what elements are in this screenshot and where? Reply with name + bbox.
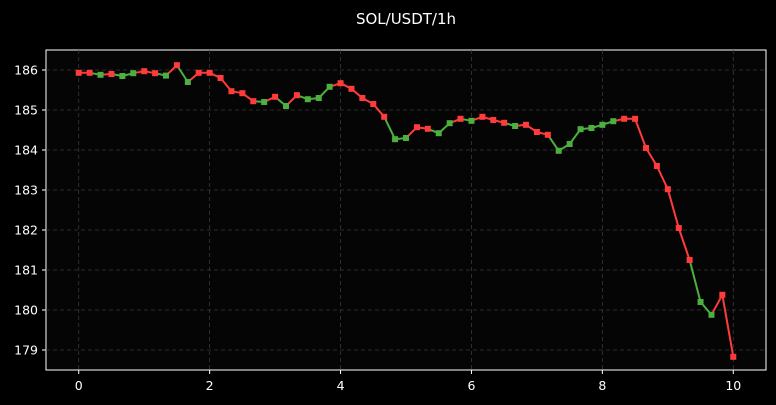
data-point	[653, 163, 660, 169]
data-point	[512, 123, 519, 129]
data-point	[577, 126, 584, 133]
data-point	[708, 311, 715, 318]
data-point	[544, 131, 551, 138]
data-point	[697, 299, 704, 305]
line-segment	[721, 293, 735, 358]
data-point	[501, 119, 508, 126]
grid	[46, 50, 766, 370]
data-point	[392, 136, 399, 143]
data-point	[108, 71, 115, 77]
data-point	[490, 117, 497, 123]
data-point	[632, 115, 639, 122]
data-point	[195, 69, 202, 76]
data-point	[675, 225, 682, 231]
line-segment	[655, 165, 669, 191]
data-point	[119, 73, 126, 79]
data-point	[370, 101, 377, 107]
data-point	[359, 95, 366, 101]
data-point	[130, 70, 137, 77]
data-point	[261, 99, 268, 105]
data-point	[162, 72, 169, 79]
line-segment	[677, 227, 691, 261]
data-point	[348, 85, 355, 92]
data-point	[599, 121, 606, 128]
y-tick-label: 182	[14, 223, 38, 238]
data-point	[326, 83, 333, 90]
line-segment	[666, 188, 680, 229]
data-point	[522, 121, 529, 128]
series-markers	[75, 62, 737, 360]
data-point	[337, 80, 344, 87]
data-point	[533, 129, 540, 135]
data-point	[686, 257, 693, 263]
y-tick-label: 186	[14, 63, 38, 78]
x-tick-label: 0	[75, 378, 83, 393]
data-point	[588, 125, 595, 131]
x-tick-label: 8	[598, 378, 606, 393]
plot-area	[45, 49, 767, 371]
line-segment	[634, 117, 648, 149]
data-point	[424, 125, 431, 132]
y-tick-label: 179	[14, 343, 38, 358]
data-point	[206, 69, 213, 76]
data-point	[719, 291, 726, 298]
data-point	[621, 115, 628, 122]
data-point	[664, 186, 671, 193]
y-tick-label: 181	[14, 263, 38, 278]
data-point	[293, 92, 300, 99]
data-point	[250, 98, 257, 105]
data-point	[435, 130, 442, 137]
data-point	[217, 75, 224, 81]
data-point	[86, 69, 93, 76]
line-segment	[383, 115, 397, 141]
data-point	[75, 69, 82, 76]
y-tick-label: 184	[14, 143, 38, 158]
data-point	[413, 124, 420, 131]
data-point	[304, 96, 311, 103]
line-segment	[710, 293, 724, 316]
data-point	[173, 62, 180, 69]
data-point	[730, 353, 737, 360]
x-tick-label: 4	[337, 378, 345, 393]
x-tick-label: 6	[467, 378, 475, 393]
data-point	[555, 147, 562, 154]
data-point	[643, 145, 650, 151]
data-point	[315, 95, 322, 101]
data-point	[141, 68, 148, 75]
data-point	[239, 90, 246, 97]
x-tick-label: 10	[725, 378, 741, 393]
line-segment	[688, 259, 702, 303]
data-point	[479, 113, 486, 120]
data-point	[283, 103, 290, 109]
data-point	[446, 120, 453, 127]
data-point	[272, 93, 279, 100]
data-point	[403, 135, 409, 141]
data-point	[468, 117, 475, 124]
axis-ticks: 0 2 4 6 8 10 179 180 181 182 183 184 185 186	[14, 63, 741, 394]
data-point	[457, 115, 464, 122]
data-point	[610, 118, 617, 125]
data-point	[184, 79, 191, 85]
data-point	[228, 88, 235, 95]
x-tick-label: 2	[206, 378, 214, 393]
data-point	[566, 141, 573, 147]
y-tick-label: 180	[14, 303, 38, 318]
data-point	[381, 113, 388, 120]
data-point	[152, 70, 159, 77]
data-point	[97, 71, 104, 78]
chart-title: SOL/USDT/1h	[356, 10, 456, 28]
y-tick-label: 183	[14, 183, 38, 198]
y-tick-label: 185	[14, 103, 38, 118]
